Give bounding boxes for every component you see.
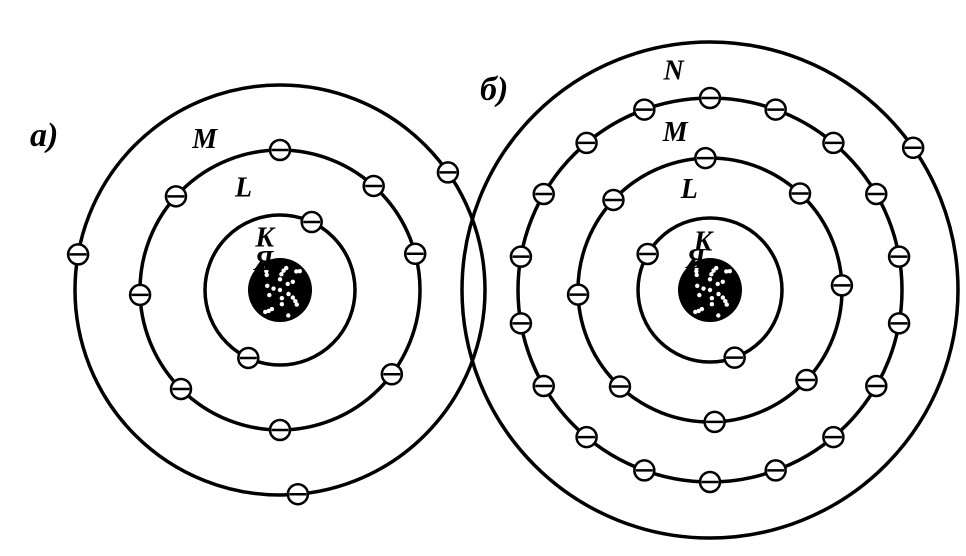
- atom-label: а): [30, 117, 58, 154]
- shell-label-N: N: [662, 55, 685, 86]
- shell-label-M: M: [191, 124, 218, 155]
- atom-diagram: а)ЯKLMб)ЯKLMN: [0, 0, 966, 556]
- shell-label-K: K: [254, 223, 276, 254]
- shell-label-K: K: [693, 227, 715, 258]
- shell-label-L: L: [234, 173, 252, 204]
- shell-label-L: L: [680, 174, 698, 205]
- shell-label-M: M: [662, 117, 689, 148]
- atom-label: б): [480, 71, 508, 108]
